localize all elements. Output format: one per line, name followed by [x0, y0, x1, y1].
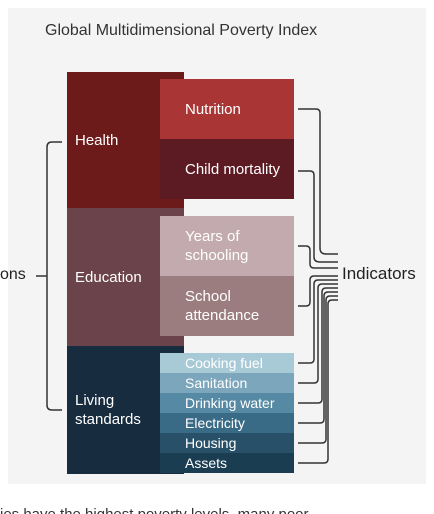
- connector-child-mortality: [298, 170, 338, 263]
- cutoff-caption-text: ies have the highest poverty levels, man…: [0, 500, 434, 514]
- diagram-title: Global Multidimensional Poverty Index: [45, 22, 318, 39]
- indicator-child-mortality: Child mortality: [160, 139, 294, 199]
- indicator-nutrition-label: Nutrition: [185, 100, 241, 118]
- dimension-education-label: Education: [75, 268, 142, 286]
- indicator-cooking-fuel-label: Cooking fuel: [185, 355, 263, 371]
- indicator-housing-label: Housing: [185, 435, 237, 451]
- dimensions-label: ons: [0, 266, 26, 283]
- indicator-years-of-schooling-label: Years of schooling: [185, 228, 249, 264]
- indicator-sanitation: Sanitation: [160, 373, 294, 393]
- connector-cooking-fuel: [298, 279, 338, 364]
- dimension-living-standards-label: Living standards: [75, 392, 141, 428]
- connector-years-of-schooling: [298, 245, 338, 269]
- indicator-drinking-water-label: Drinking water: [185, 395, 275, 411]
- indicator-nutrition: Nutrition: [160, 79, 294, 139]
- indicator-assets: Assets: [160, 453, 294, 473]
- indicator-years-of-schooling: Years of schooling: [160, 216, 294, 276]
- indicator-drinking-water: Drinking water: [160, 393, 294, 413]
- connector-drinking-water: [298, 287, 338, 404]
- indicator-school-attendance-label: School attendance: [185, 288, 260, 324]
- indicator-housing: Housing: [160, 433, 294, 453]
- indicators-label: Indicators: [342, 264, 416, 283]
- indicator-cooking-fuel: Cooking fuel: [160, 353, 294, 373]
- connector-school-attendance: [298, 275, 338, 307]
- indicator-school-attendance: School attendance: [160, 276, 294, 336]
- indicator-assets-label: Assets: [185, 455, 228, 471]
- indicator-sanitation-label: Sanitation: [185, 375, 248, 391]
- indicator-electricity-label: Electricity: [185, 415, 245, 431]
- dimension-health-label: Health: [75, 131, 119, 149]
- connector-housing: [298, 295, 338, 444]
- left-bracket: [46, 141, 62, 411]
- connector-nutrition: [298, 108, 338, 255]
- indicator-electricity: Electricity: [160, 413, 294, 433]
- connector-assets: [298, 299, 338, 464]
- connector-electricity: [298, 291, 338, 424]
- indicator-child-mortality-label: Child mortality: [185, 160, 281, 178]
- connector-sanitation: [298, 283, 338, 384]
